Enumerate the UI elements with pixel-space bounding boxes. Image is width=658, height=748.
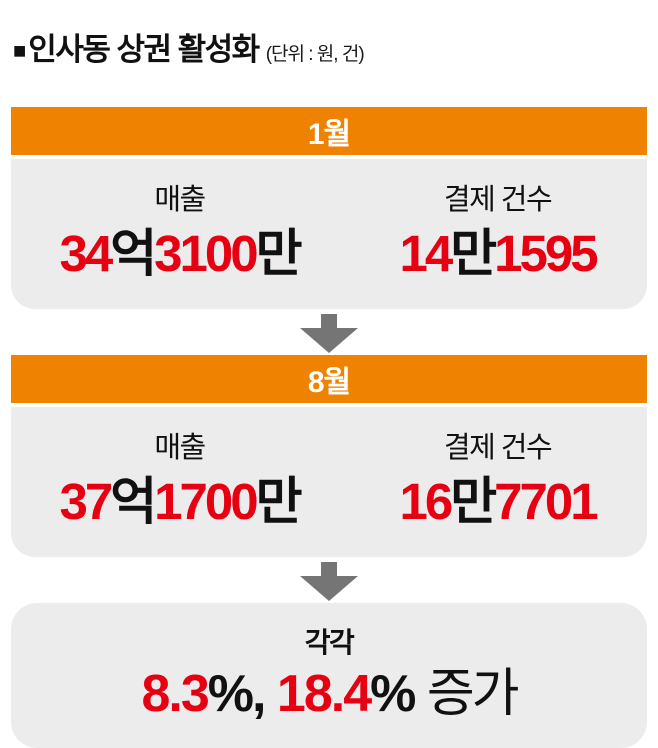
value-part: 억 — [110, 473, 157, 530]
title-text: 인사동 상권 활성화 — [28, 32, 260, 67]
summary-label: 각각 — [304, 627, 355, 658]
down-arrow-head — [300, 328, 358, 353]
value-part: 3100 — [154, 225, 258, 282]
title-bullet-icon: ■ — [13, 38, 27, 63]
card-august-body: 매출 37억1700만 결제 건수 16만7701 — [11, 407, 647, 557]
card-january-month-label: 1월 — [307, 118, 351, 151]
metric-sales-label: 매출 — [154, 432, 206, 464]
metric-sales-value: 34억3100만 — [11, 228, 348, 279]
metric-payments-label: 결제 건수 — [443, 184, 553, 216]
down-arrow-stem — [321, 562, 337, 576]
metric-payments-august: 결제 건수 16만7701 — [348, 424, 647, 527]
metric-sales-january: 매출 34억3100만 — [11, 176, 348, 279]
value-part: 7701 — [494, 473, 598, 530]
summary-value-line: 8.3%, 18.4% 증가 — [11, 667, 647, 722]
value-part: 34 — [59, 225, 114, 282]
value-part: 14 — [399, 225, 453, 282]
summary-part: % — [370, 665, 427, 723]
summary-part: 18.4 — [276, 665, 372, 723]
value-part: 만 — [450, 225, 497, 282]
page-title: ■ 인사동 상권 활성화 (단위 : 원, 건) — [0, 0, 658, 69]
card-january-header: 1월 — [11, 107, 647, 155]
card-january: 1월 매출 34억3100만 결제 건수 14만1595 — [11, 107, 647, 309]
down-arrow-icon — [300, 314, 358, 353]
value-part: 1595 — [494, 225, 598, 282]
metric-sales-value: 37억1700만 — [11, 476, 348, 527]
value-part: 37 — [59, 473, 114, 530]
summary-part: 증가 — [426, 665, 520, 723]
value-part: 만 — [255, 225, 303, 282]
summary-part: %, — [207, 665, 277, 723]
metric-sales-august: 매출 37억1700만 — [11, 424, 348, 527]
card-january-body: 매출 34억3100만 결제 건수 14만1595 — [11, 159, 647, 309]
card-august-month-label: 8월 — [307, 366, 351, 399]
metric-payments-label: 결제 건수 — [443, 432, 553, 464]
card-august: 8월 매출 37억1700만 결제 건수 16만7701 — [11, 355, 647, 557]
value-part: 억 — [110, 225, 157, 282]
summary-card: 각각 8.3%, 18.4% 증가 — [11, 603, 647, 748]
metric-payments-value: 14만1595 — [348, 228, 647, 279]
metric-payments-january: 결제 건수 14만1595 — [348, 176, 647, 279]
title-unit: (단위 : 원, 건) — [265, 44, 365, 65]
card-august-header: 8월 — [11, 355, 647, 403]
metric-sales-label: 매출 — [154, 184, 206, 216]
value-part: 만 — [450, 473, 497, 530]
down-arrow-stem — [321, 314, 337, 328]
value-part: 1700 — [154, 473, 258, 530]
summary-part: 8.3 — [141, 665, 209, 723]
value-part: 16 — [399, 473, 453, 530]
down-arrow-head — [300, 576, 358, 601]
down-arrow-icon — [300, 562, 358, 601]
value-part: 만 — [255, 473, 303, 530]
metric-payments-value: 16만7701 — [348, 476, 647, 527]
